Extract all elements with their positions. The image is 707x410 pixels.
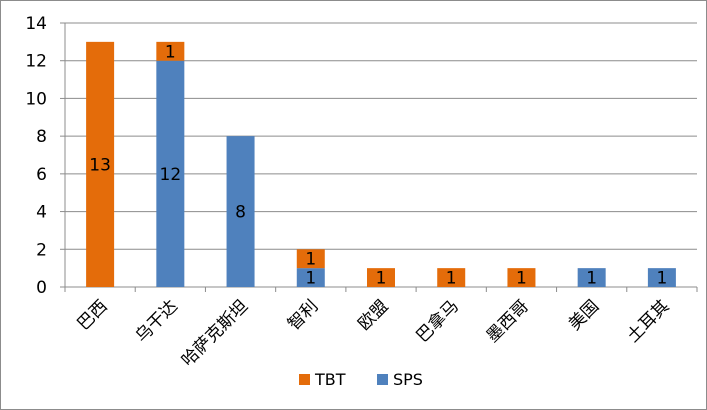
x-tick-label: 墨西哥 xyxy=(483,296,533,346)
bar-tbt xyxy=(296,249,325,269)
bar-sps xyxy=(296,268,325,287)
data-label: 12 xyxy=(160,165,182,185)
legend-swatch-sps xyxy=(377,374,388,385)
data-label: 1 xyxy=(656,269,667,289)
data-label: 1 xyxy=(305,269,316,289)
bar-tbt xyxy=(86,41,115,287)
legend: TBT SPS xyxy=(299,370,423,389)
y-tick-label: 14 xyxy=(25,14,47,34)
bar-sps xyxy=(226,136,255,287)
legend-swatch-tbt xyxy=(299,374,310,385)
x-tick-label: 乌干达 xyxy=(132,296,182,346)
bar-tbt xyxy=(367,268,395,287)
y-tick-label: 0 xyxy=(36,278,47,298)
x-tick-label: 智利 xyxy=(284,296,322,334)
legend-label-sps: SPS xyxy=(393,370,423,389)
y-tick-label: 4 xyxy=(36,203,47,223)
y-tick-label: 2 xyxy=(36,240,47,260)
bar-sps xyxy=(647,268,676,287)
x-tick-label: 美国 xyxy=(565,296,603,334)
bar-tbt xyxy=(437,268,466,287)
x-tick-label: 巴西 xyxy=(73,296,111,334)
x-tick-label: 哈萨克斯坦 xyxy=(178,296,252,370)
data-label: 1 xyxy=(376,269,387,289)
bar-sps xyxy=(577,268,606,287)
data-label: 1 xyxy=(165,42,176,62)
data-label: 1 xyxy=(446,269,457,289)
data-label: 1 xyxy=(586,269,597,289)
bar-tbt xyxy=(507,268,536,287)
x-tick-label: 土耳其 xyxy=(623,296,673,346)
x-tick-label: 欧盟 xyxy=(354,296,392,334)
y-tick-label: 12 xyxy=(25,52,47,72)
y-tick-label: 10 xyxy=(25,89,47,109)
data-label: 13 xyxy=(89,155,111,175)
data-label: 1 xyxy=(305,250,316,270)
legend-label-tbt: TBT xyxy=(314,370,346,389)
data-label: 1 xyxy=(516,269,527,289)
bar-sps xyxy=(156,60,185,287)
y-tick-label: 6 xyxy=(36,165,47,185)
bar-tbt xyxy=(156,41,185,61)
bars xyxy=(86,41,676,287)
x-tick-label: 巴拿马 xyxy=(412,296,463,347)
y-tick-label: 8 xyxy=(36,127,47,147)
data-label: 8 xyxy=(235,203,246,223)
